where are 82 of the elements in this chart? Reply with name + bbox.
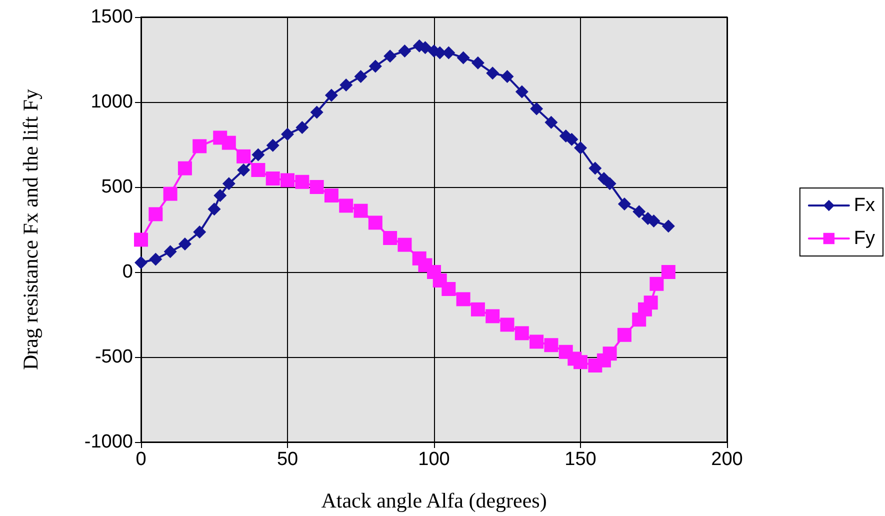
x-tick-label: 50	[276, 449, 298, 470]
legend-label: Fx	[854, 195, 876, 216]
point	[442, 282, 456, 296]
point	[208, 202, 221, 216]
point	[237, 164, 250, 176]
point	[295, 174, 310, 189]
point	[163, 186, 178, 201]
point	[530, 102, 544, 116]
point	[266, 138, 280, 152]
x-tick-label: 100	[418, 449, 450, 470]
point	[544, 116, 558, 129]
point	[340, 78, 353, 92]
point	[280, 173, 294, 188]
y-tick-label: 500	[101, 176, 133, 198]
point	[222, 177, 236, 190]
point	[236, 149, 251, 164]
point	[368, 60, 382, 73]
point	[500, 70, 514, 83]
point	[134, 232, 148, 247]
point	[383, 231, 398, 245]
y-tick-label: 1000	[90, 92, 133, 112]
point	[565, 132, 578, 146]
legend-label: Fy	[854, 228, 876, 249]
point	[470, 302, 485, 316]
point	[324, 188, 338, 202]
point	[134, 256, 148, 270]
x-tick-label: 200	[711, 449, 743, 470]
point	[514, 326, 529, 340]
point	[515, 85, 528, 98]
point	[178, 237, 192, 250]
point	[644, 296, 658, 310]
point	[178, 161, 192, 176]
point	[354, 204, 368, 218]
point	[574, 141, 587, 154]
point	[486, 66, 500, 80]
point	[368, 216, 382, 230]
point	[222, 136, 236, 150]
point	[324, 88, 338, 102]
point	[588, 162, 602, 175]
point	[384, 50, 397, 63]
point	[500, 318, 514, 332]
point	[354, 70, 368, 83]
point	[251, 163, 266, 177]
point	[661, 265, 676, 279]
point	[296, 121, 309, 134]
y-tick-label: 1500	[90, 6, 133, 28]
point	[544, 338, 558, 352]
y-tick-label: -500	[94, 346, 133, 368]
point	[149, 252, 162, 266]
point	[650, 276, 664, 291]
x-tick-label: 150	[564, 449, 596, 470]
point	[603, 177, 616, 190]
point	[252, 148, 265, 162]
point	[602, 346, 617, 361]
point	[398, 44, 412, 58]
point	[281, 128, 294, 141]
point	[486, 309, 500, 324]
point	[456, 292, 470, 306]
point	[192, 139, 207, 154]
point	[618, 198, 631, 210]
y-tick-label: -1000	[84, 432, 133, 452]
y-tick-label: 0	[122, 262, 133, 282]
x-axis-title: Atack angle Alfa (degrees)	[321, 488, 547, 512]
y-axis-title: Drag resistance Fx and the lift Fy	[18, 88, 42, 370]
point	[266, 172, 280, 186]
point	[214, 189, 227, 202]
point	[310, 106, 324, 119]
point	[662, 220, 675, 233]
point	[530, 334, 544, 349]
point	[617, 328, 632, 342]
point	[193, 226, 206, 239]
x-tick-label: 0	[136, 449, 146, 470]
point	[164, 245, 177, 258]
point	[398, 238, 412, 252]
point	[339, 198, 354, 213]
point	[456, 51, 470, 64]
point	[632, 205, 646, 218]
point	[310, 180, 324, 194]
point	[574, 355, 588, 370]
point	[471, 56, 484, 70]
point	[442, 46, 456, 60]
point	[148, 207, 163, 222]
